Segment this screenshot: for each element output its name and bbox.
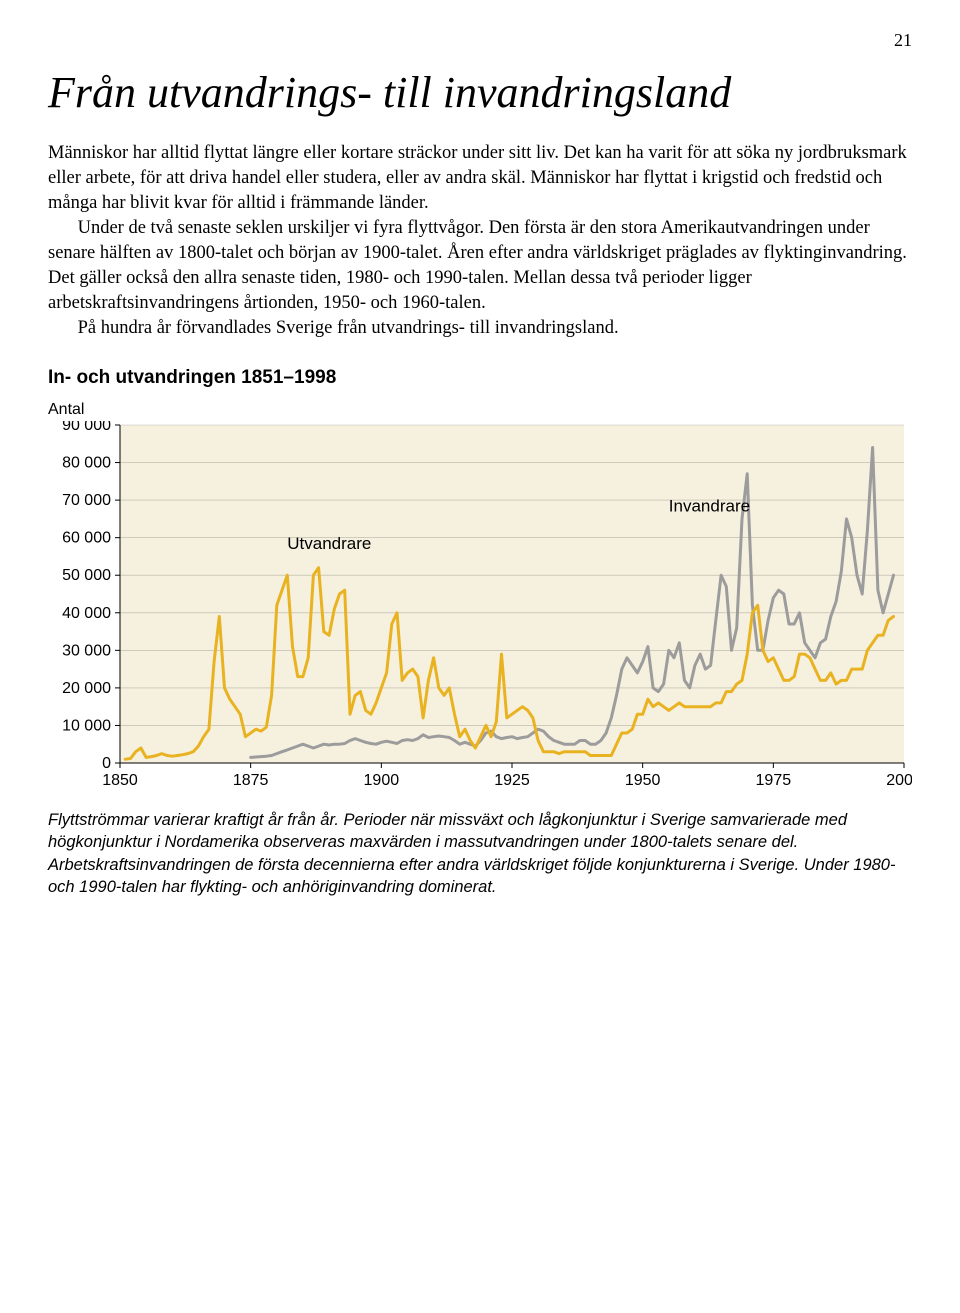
- line-chart: 0 10 000 20 000 30 000 40 000 50 000 60 000 70 …: [48, 421, 912, 791]
- svg-text:1975: 1975: [756, 772, 792, 789]
- svg-text:90 000: 90 000: [62, 421, 111, 434]
- svg-text:20 000: 20 000: [62, 680, 111, 697]
- paragraph-2: Under de två senaste seklen urskiljer vi…: [48, 216, 912, 316]
- chart-svg: 0 10 000 20 000 30 000 40 000 50 000 60 000 70 …: [48, 421, 912, 791]
- paragraph-3: På hundra år förvandlades Sverige från u…: [48, 316, 912, 341]
- page-title: Från utvandrings- till invandringsland: [48, 69, 912, 117]
- svg-text:70 000: 70 000: [62, 492, 111, 509]
- chart-y-axis-label: Antal: [48, 401, 912, 419]
- svg-text:1950: 1950: [625, 772, 661, 789]
- chart-title: In- och utvandringen 1851–1998: [48, 367, 912, 389]
- svg-text:50 000: 50 000: [62, 567, 111, 584]
- page-number: 21: [48, 30, 912, 51]
- svg-text:0: 0: [102, 755, 111, 772]
- svg-text:1925: 1925: [494, 772, 530, 789]
- svg-text:10 000: 10 000: [62, 718, 111, 735]
- series-label-immigrants: Invandrare: [669, 497, 750, 516]
- svg-text:1900: 1900: [364, 772, 400, 789]
- svg-text:30 000: 30 000: [62, 642, 111, 659]
- svg-text:80 000: 80 000: [62, 455, 111, 472]
- body-text: Människor har alltid flyttat längre elle…: [48, 141, 912, 341]
- svg-text:2000: 2000: [886, 772, 912, 789]
- svg-text:1850: 1850: [102, 772, 138, 789]
- svg-text:40 000: 40 000: [62, 605, 111, 622]
- svg-text:60 000: 60 000: [62, 530, 111, 547]
- chart-caption: Flyttströmmar varierar kraftigt år från …: [48, 809, 912, 898]
- series-label-emigrants: Utvandrare: [287, 534, 371, 553]
- svg-text:1875: 1875: [233, 772, 269, 789]
- paragraph-1: Människor har alltid flyttat längre elle…: [48, 141, 912, 216]
